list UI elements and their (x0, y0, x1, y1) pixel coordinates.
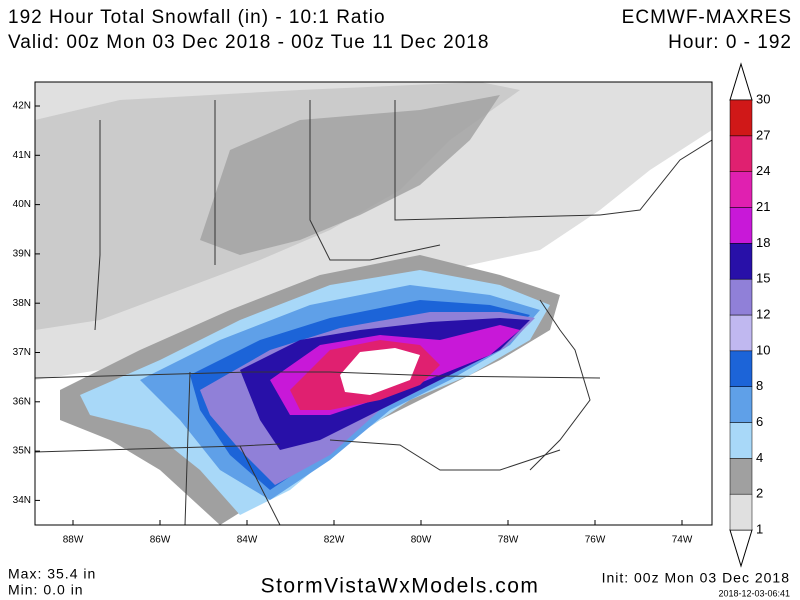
colorbar-bin (729, 493, 753, 531)
colorbar-label: 15 (756, 271, 770, 286)
lon-label: 78W (498, 535, 519, 546)
colorbar-bin (729, 422, 753, 459)
hour-range: Hour: 0 - 192 (668, 32, 792, 53)
colorbar-label: 10 (756, 342, 770, 357)
min-value: Min: 0.0 in (8, 582, 84, 598)
lon-label: 76W (585, 535, 606, 546)
boundaries (35, 100, 712, 525)
colorbar-label: 27 (756, 127, 770, 142)
lat-label: 38N (13, 298, 31, 309)
max-value: Max: 35.4 in (8, 566, 96, 582)
lon-label: 80W (411, 535, 432, 546)
colorbar-bin (729, 278, 753, 316)
colorbar-label: 21 (756, 199, 770, 214)
colorbar-label: 18 (756, 235, 770, 250)
colorbar-label: 4 (756, 450, 763, 465)
lat-label: 37N (13, 347, 31, 358)
lon-label: 74W (672, 535, 693, 546)
lat-label: 34N (13, 495, 31, 506)
website: StormVistaWxModels.com (261, 575, 540, 598)
lon-label: 86W (150, 535, 171, 546)
lat-label: 39N (13, 249, 31, 260)
colorbar-bin (729, 171, 753, 208)
colorbar-bottom-arrow (729, 529, 753, 568)
lon-label: 88W (63, 535, 84, 546)
colorbar-bin (729, 458, 753, 495)
timestamp: 2018-12-03-06:41 (718, 588, 790, 598)
init-time: Init: 00z Mon 03 Dec 2018 (602, 570, 790, 586)
lat-label: 36N (13, 396, 31, 407)
colorbar-bin (729, 350, 753, 387)
valid-period: Valid: 00z Mon 03 Dec 2018 - 00z Tue 11 … (8, 32, 489, 53)
lat-label: 35N (13, 446, 31, 457)
colorbar-label: 30 (756, 91, 770, 106)
colorbar-label: 12 (756, 306, 770, 321)
colorbar-bin (729, 99, 753, 137)
lat-label: 42N (13, 101, 31, 112)
colorbar-top-arrow (729, 62, 753, 101)
colorbar-label: 8 (756, 378, 763, 393)
colorbar-bin (729, 135, 753, 172)
lat-label: 40N (13, 199, 31, 210)
colorbar-label: 1 (756, 521, 763, 536)
lon-label: 84W (237, 535, 258, 546)
colorbar-bin (729, 243, 753, 280)
map-area (34, 81, 713, 526)
lon-label: 82W (324, 535, 345, 546)
colorbar-bin (729, 386, 753, 423)
lat-label: 41N (13, 150, 31, 161)
title: 192 Hour Total Snowfall (in) - 10:1 Rati… (8, 7, 386, 28)
colorbar-bin (729, 314, 753, 352)
colorbar-bin (729, 207, 753, 244)
model-name: ECMWF-MAXRES (622, 7, 792, 28)
colorbar-label: 6 (756, 414, 763, 429)
colorbar-label: 2 (756, 486, 763, 501)
latitude-labels: 42N 41N 40N 39N 38N 37N 36N 35N 34N (13, 101, 40, 506)
longitude-labels: 88W 86W 84W 82W 80W 78W 76W 74W (63, 520, 693, 546)
colorbar-label: 24 (756, 163, 770, 178)
